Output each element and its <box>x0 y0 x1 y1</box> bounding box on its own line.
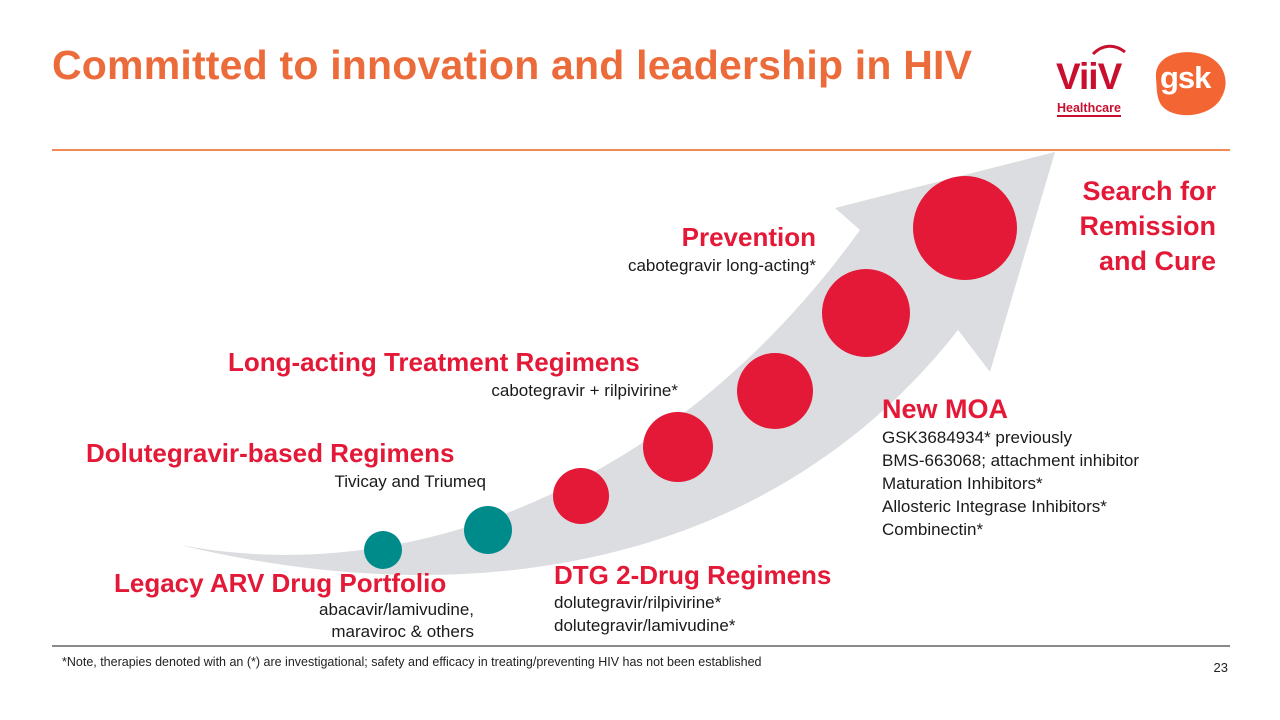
prevention-sub: cabotegravir long-acting* <box>627 256 816 275</box>
viiv-healthcare-text: Healthcare <box>1057 101 1121 117</box>
viiv-swoosh-icon <box>1091 44 1126 56</box>
legacy-heading: Legacy ARV Drug Portfolio <box>114 568 447 598</box>
dtg2-heading: DTG 2-Drug Regimens <box>554 560 832 590</box>
viiv-wordmark: ViiV <box>1056 56 1122 97</box>
prevention-heading: Prevention <box>681 222 816 252</box>
new-moa-item: GSK3684934* previously <box>882 428 1072 447</box>
milestone-dot-4 <box>643 412 713 482</box>
milestone-dot-7 <box>913 176 1017 280</box>
milestone-dot-3 <box>553 468 609 524</box>
cure-line-3: and Cure <box>1098 246 1216 276</box>
new-moa-item: Allosteric Integrase Inhibitors* <box>882 497 1107 516</box>
new-moa-heading: New MOA <box>882 394 1009 424</box>
cure-line-1: Search for <box>1082 176 1216 206</box>
header-divider <box>52 149 1230 151</box>
long-acting-sub: cabotegravir + rilpivirine* <box>491 381 678 400</box>
legacy-line-2: maraviroc & others <box>331 622 474 641</box>
milestone-dot-5 <box>737 353 813 429</box>
gsk-logo: gsk <box>1150 48 1230 120</box>
new-moa-item: Maturation Inhibitors* <box>882 474 1043 493</box>
slide-title: Committed to innovation and leadership i… <box>52 42 973 88</box>
dolutegravir-heading: Dolutegravir-based Regimens <box>86 438 455 468</box>
milestone-dot-6 <box>822 269 910 357</box>
long-acting-heading: Long-acting Treatment Regimens <box>228 347 640 377</box>
page-number: 23 <box>1213 660 1228 675</box>
gsk-blob-icon <box>1155 52 1226 116</box>
new-moa-item: Combinectin* <box>882 520 984 539</box>
legacy-line-1: abacavir/lamivudine, <box>319 600 474 619</box>
dolutegravir-sub: Tivicay and Triumeq <box>334 472 486 491</box>
dtg2-line-2: dolutegravir/lamivudine* <box>554 616 736 635</box>
milestone-dot-2 <box>464 506 512 554</box>
cure-line-2: Remission <box>1079 211 1216 241</box>
milestone-dot-1 <box>364 531 402 569</box>
new-moa-item: BMS-663068; attachment inhibitor <box>882 451 1140 470</box>
gsk-wordmark: gsk <box>1160 60 1211 95</box>
viiv-healthcare-logo: ViiV Healthcare <box>1053 42 1143 120</box>
dtg2-line-1: dolutegravir/rilpivirine* <box>554 593 722 612</box>
footnote: *Note, therapies denoted with an (*) are… <box>62 655 762 669</box>
footer-divider <box>52 645 1230 647</box>
